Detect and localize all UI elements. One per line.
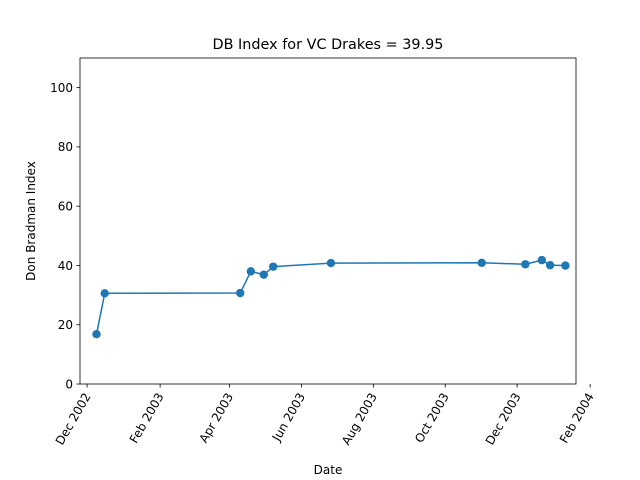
x-tick-label: Apr 2003 (197, 391, 237, 446)
axes-frame (79, 57, 577, 385)
plot-area: 0 20 40 60 80 100 Dec 2002 Feb 2003 Apr 2003 Jun … (50, 57, 597, 448)
data-point (269, 262, 278, 271)
y-tick-label: 100 (50, 81, 73, 95)
y-tick-label: 20 (58, 318, 73, 332)
x-tick-label: Feb 2003 (127, 391, 167, 446)
x-tick-label: Dec 2002 (53, 391, 94, 448)
data-point (537, 255, 547, 265)
chart-title: DB Index for VC Drakes = 39.95 (213, 37, 444, 53)
x-tick-label: Oct 2003 (412, 391, 452, 446)
y-axis-label: Don Bradman Index (24, 161, 38, 281)
x-tick-label: Jun 2003 (269, 391, 308, 445)
data-point (236, 288, 245, 298)
data-point (561, 261, 570, 270)
x-tick-label: Feb 2004 (557, 391, 597, 446)
data-point (326, 258, 336, 268)
y-tick-label: 60 (58, 199, 73, 213)
y-tick-label: 40 (58, 259, 73, 273)
data-point (100, 289, 109, 298)
series-line (95, 259, 567, 336)
x-axis-label: Date (314, 463, 343, 477)
y-tick-label: 80 (58, 140, 73, 154)
data-point (246, 267, 256, 276)
x-tick-label: Aug 2003 (339, 391, 380, 448)
data-point (477, 258, 486, 267)
data-point (259, 270, 268, 279)
x-tick-label: Dec 2003 (483, 391, 524, 448)
data-point (92, 330, 101, 339)
data-point (521, 260, 530, 269)
y-tick-label: 0 (65, 377, 73, 391)
data-point (545, 260, 555, 270)
